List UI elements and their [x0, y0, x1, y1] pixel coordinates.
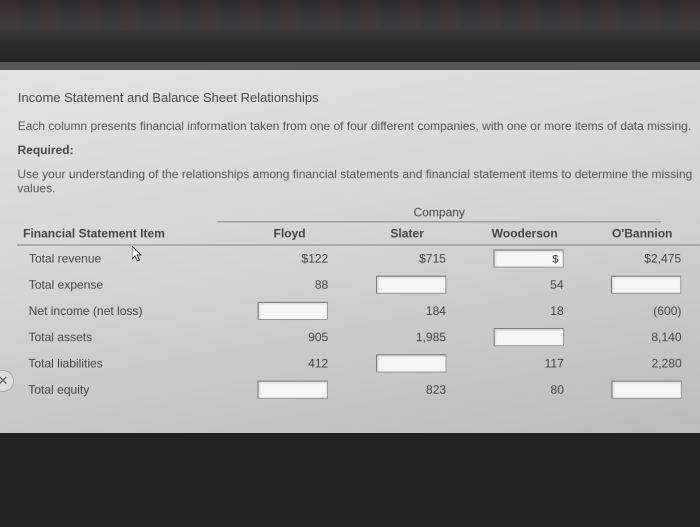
screen-wrapper: ✕ Income Statement and Balance Sheet Rel… [0, 0, 700, 431]
header-company-0: Floyd [231, 222, 349, 245]
table-wrapper: Company Financial Statement Item Floyd S… [16, 205, 700, 403]
answer-input[interactable] [611, 381, 681, 399]
cell-value: 117 [545, 356, 564, 370]
row-label: Total expense [17, 272, 231, 298]
table-cell: 412 [230, 350, 348, 376]
header-company-1: Slater [348, 222, 466, 245]
table-row: Total revenue $122 $715 $ $2,475 [17, 245, 700, 272]
table-cell: 184 [348, 298, 466, 324]
cell-value: 1,985 [416, 330, 446, 344]
table-cell [348, 272, 466, 298]
table-cell: 18 [466, 298, 584, 324]
answer-input[interactable] [376, 354, 446, 372]
cell-value: 80 [551, 383, 564, 397]
answer-input[interactable] [258, 302, 328, 320]
table-row: Total liabilities 412 117 2,280 [16, 350, 700, 376]
table-cell: $2,475 [583, 245, 700, 272]
cell-value: 54 [550, 278, 563, 292]
table-cell: 8,140 [584, 324, 700, 350]
cell-value: $122 [301, 252, 328, 266]
cell-value: (600) [653, 304, 681, 318]
page-subtitle: Each column presents financial informati… [18, 119, 700, 133]
row-label: Total liabilities [16, 350, 230, 376]
cell-value: $2,475 [644, 252, 681, 266]
table-row: Total equity 823 80 [16, 377, 700, 403]
table-header-row: Financial Statement Item Floyd Slater Wo… [17, 222, 700, 245]
header-company-3: O'Bannion [583, 222, 700, 245]
problem-page: Income Statement and Balance Sheet Relat… [0, 70, 700, 433]
table-cell: 80 [466, 377, 584, 403]
cell-value: 412 [308, 356, 328, 370]
window-chrome-strip [0, 0, 700, 70]
table-row: Total expense 88 54 [17, 272, 700, 298]
header-company-2: Wooderson [466, 222, 584, 245]
financial-table: Financial Statement Item Floyd Slater Wo… [16, 222, 700, 402]
cell-value: 905 [308, 330, 328, 344]
cell-value: 2,280 [651, 356, 681, 370]
cell-value: 88 [315, 278, 328, 292]
table-cell [584, 272, 700, 298]
required-label: Required: [17, 143, 700, 157]
answer-input[interactable]: $ [493, 250, 563, 268]
table-cell: 2,280 [584, 350, 700, 376]
header-fsi: Financial Statement Item [17, 222, 231, 245]
row-label: Net income (net loss) [17, 298, 231, 324]
table-cell: 905 [231, 324, 349, 350]
table-cell [231, 298, 349, 324]
table-cell: 88 [231, 272, 349, 298]
answer-input[interactable] [376, 276, 446, 294]
table-cell: $122 [231, 245, 349, 272]
table-cell: 54 [466, 272, 584, 298]
answer-input[interactable] [493, 328, 563, 346]
page-title: Income Statement and Balance Sheet Relat… [18, 90, 700, 105]
cell-value: 8,140 [651, 330, 681, 344]
table-cell: $715 [348, 245, 466, 272]
table-cell: 1,985 [348, 324, 466, 350]
cell-value: 823 [426, 383, 446, 397]
answer-input[interactable] [611, 276, 681, 294]
row-label: Total equity [16, 377, 230, 403]
table-cell: 823 [348, 377, 466, 403]
table-cell: (600) [584, 298, 700, 324]
table-cell [584, 377, 700, 403]
instruction-text: Use your understanding of the relationsh… [17, 167, 700, 195]
table-cell [348, 350, 466, 376]
answer-input[interactable] [258, 381, 328, 399]
table-body: Total revenue $122 $715 $ $2,475 Total expens… [16, 245, 700, 403]
table-cell: 117 [466, 350, 584, 376]
row-label: Total revenue [17, 245, 231, 272]
cell-value: 18 [550, 304, 563, 318]
cell-value: $715 [419, 252, 446, 266]
company-superheader: Company [218, 205, 661, 222]
table-cell [466, 324, 584, 350]
row-label: Total assets [16, 324, 230, 350]
table-cell: $ [466, 245, 584, 272]
table-row: Net income (net loss) 184 18 (600) [17, 298, 700, 324]
table-row: Total assets 905 1,985 8,140 [16, 324, 700, 350]
cell-value: 184 [426, 304, 446, 318]
table-cell [230, 377, 348, 403]
